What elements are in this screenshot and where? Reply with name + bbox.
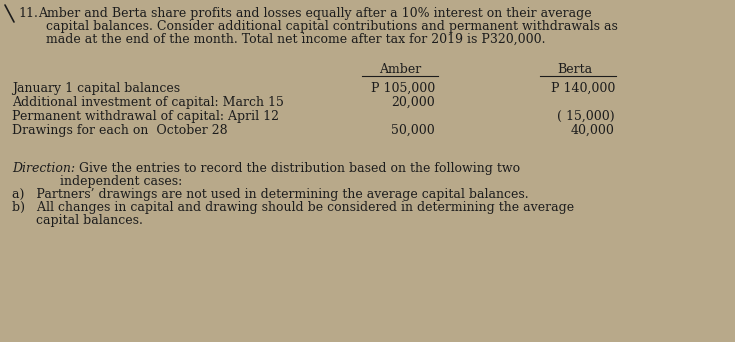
Text: Direction:: Direction: <box>12 162 75 175</box>
Text: a)   Partners’ drawings are not used in determining the average capital balances: a) Partners’ drawings are not used in de… <box>12 188 528 201</box>
Text: Berta: Berta <box>557 63 592 76</box>
Text: 20,000: 20,000 <box>391 96 435 109</box>
Text: Additional investment of capital: March 15: Additional investment of capital: March … <box>12 96 284 109</box>
Text: ( 15,000): ( 15,000) <box>557 110 615 123</box>
Text: 40,000: 40,000 <box>571 124 615 137</box>
Text: b)   All changes in capital and drawing should be considered in determining the : b) All changes in capital and drawing sh… <box>12 201 574 214</box>
Text: P 105,000: P 105,000 <box>370 82 435 95</box>
Text: Give the entries to record the distribution based on the following two: Give the entries to record the distribut… <box>75 162 520 175</box>
Text: Permanent withdrawal of capital: April 12: Permanent withdrawal of capital: April 1… <box>12 110 279 123</box>
Text: Drawings for each on  October 28: Drawings for each on October 28 <box>12 124 228 137</box>
Text: capital balances.: capital balances. <box>12 214 143 227</box>
Text: made at the end of the month. Total net income after tax for 2019 is P320,000.: made at the end of the month. Total net … <box>34 33 545 46</box>
Text: 50,000: 50,000 <box>391 124 435 137</box>
Text: 11.: 11. <box>18 7 38 20</box>
Text: independent cases:: independent cases: <box>12 175 182 188</box>
Text: Amber: Amber <box>379 63 421 76</box>
Text: capital balances. Consider additional capital contributions and permanent withdr: capital balances. Consider additional ca… <box>34 20 618 33</box>
Text: January 1 capital balances: January 1 capital balances <box>12 82 180 95</box>
Text: Amber and Berta share profits and losses equally after a 10% interest on their a: Amber and Berta share profits and losses… <box>38 7 592 20</box>
Text: P 140,000: P 140,000 <box>551 82 615 95</box>
